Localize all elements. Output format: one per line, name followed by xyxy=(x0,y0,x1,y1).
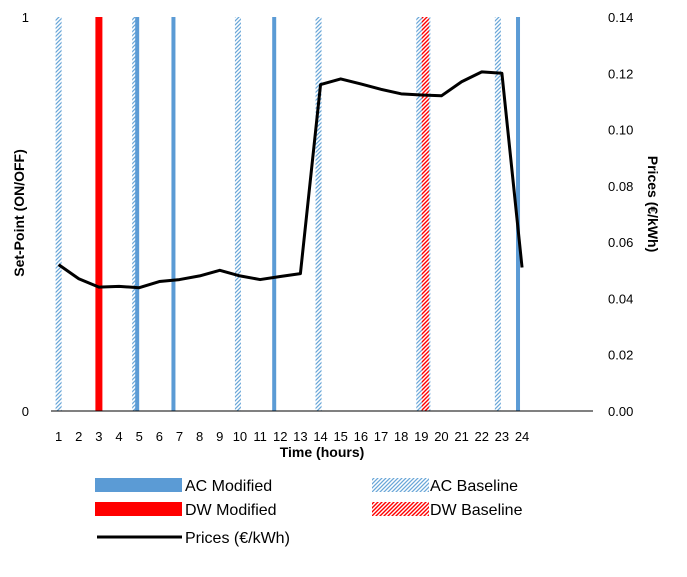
bar-ac-modified-4 xyxy=(516,17,521,411)
y-left-tick-labels: 01 xyxy=(22,10,29,419)
x-tick-label-9: 9 xyxy=(216,429,223,444)
bar-ac-baseline-3 xyxy=(234,17,241,411)
plot-bars xyxy=(55,17,521,411)
bar-dw-modified-1 xyxy=(95,17,103,411)
x-tick-label-18: 18 xyxy=(394,429,408,444)
bar-ac-baseline-2 xyxy=(132,17,139,411)
y-left-tick-label-1: 1 xyxy=(22,10,29,25)
x-axis-title: Time (hours) xyxy=(280,444,365,460)
bar-dw-baseline-1 xyxy=(421,17,429,411)
x-tick-label-14: 14 xyxy=(313,429,327,444)
x-tick-label-24: 24 xyxy=(515,429,529,444)
legend-swatch-dw-modified xyxy=(95,502,182,516)
y-right-tick-label-0.00: 0.00 xyxy=(608,404,633,419)
y-right-tick-labels: 0.00 0.02 0.04 0.06 0.08 0.10 0.12 0.14 xyxy=(608,10,633,419)
x-tick-label-16: 16 xyxy=(354,429,368,444)
x-tick-label-1: 1 xyxy=(55,429,62,444)
x-tick-label-8: 8 xyxy=(196,429,203,444)
x-tick-label-5: 5 xyxy=(136,429,143,444)
prices-line xyxy=(57,70,524,290)
plot-line xyxy=(57,70,524,290)
y-right-tick-label-0.10: 0.10 xyxy=(608,123,633,138)
y-right-tick-label-0.08: 0.08 xyxy=(608,179,633,194)
y-right-tick-label-0.02: 0.02 xyxy=(608,348,633,363)
x-tick-label-12: 12 xyxy=(273,429,287,444)
x-tick-label-15: 15 xyxy=(333,429,347,444)
x-tick-label-22: 22 xyxy=(475,429,489,444)
legend-swatch-ac-modified xyxy=(95,478,182,492)
bar-ac-baseline-7 xyxy=(494,17,501,411)
legend-swatch-dw-baseline xyxy=(372,502,429,516)
x-tick-label-2: 2 xyxy=(75,429,82,444)
bar-ac-baseline-5 xyxy=(416,17,423,411)
x-tick-label-20: 20 xyxy=(434,429,448,444)
x-tick-label-7: 7 xyxy=(176,429,183,444)
legend-label-prices: Prices (€/kWh) xyxy=(185,530,290,547)
y-right-axis-title: Prices (€/kWh) xyxy=(645,156,661,252)
x-tick-label-4: 4 xyxy=(115,429,122,444)
x-tick-label-11: 11 xyxy=(253,429,267,444)
x-tick-label-13: 13 xyxy=(293,429,307,444)
x-tick-label-23: 23 xyxy=(495,429,509,444)
legend: AC Modified AC Baseline DW Modified DW B… xyxy=(95,478,523,547)
bar-ac-modified-2 xyxy=(171,17,176,411)
legend-label-ac-baseline: AC Baseline xyxy=(430,478,518,495)
y-left-axis-title: Set-Point (ON/OFF) xyxy=(11,149,27,277)
x-tick-label-19: 19 xyxy=(414,429,428,444)
legend-label-ac-modified: AC Modified xyxy=(185,478,272,495)
x-tick-labels: 1 2 3 4 5 6 7 8 9 10 11 12 13 14 15 16 17 18 19 20 21 22 23 24 xyxy=(55,429,529,444)
y-right-tick-label-0.04: 0.04 xyxy=(608,291,633,306)
y-left-tick-label-0: 0 xyxy=(22,404,29,419)
y-right-tick-label-0.06: 0.06 xyxy=(608,235,633,250)
legend-swatch-ac-baseline xyxy=(372,478,429,492)
x-tick-label-3: 3 xyxy=(95,429,102,444)
x-tick-label-10: 10 xyxy=(233,429,247,444)
y-right-tick-label-0.14: 0.14 xyxy=(608,10,633,25)
bar-ac-modified-1 xyxy=(135,17,140,411)
legend-label-dw-baseline: DW Baseline xyxy=(430,502,523,519)
y-right-tick-label-0.12: 0.12 xyxy=(608,66,633,81)
bar-ac-modified-3 xyxy=(272,17,277,411)
bar-ac-baseline-1 xyxy=(55,17,62,411)
x-tick-label-6: 6 xyxy=(156,429,163,444)
legend-label-dw-modified: DW Modified xyxy=(185,502,277,519)
x-tick-label-17: 17 xyxy=(374,429,388,444)
bar-ac-baseline-4 xyxy=(315,17,322,411)
x-tick-label-21: 21 xyxy=(454,429,468,444)
